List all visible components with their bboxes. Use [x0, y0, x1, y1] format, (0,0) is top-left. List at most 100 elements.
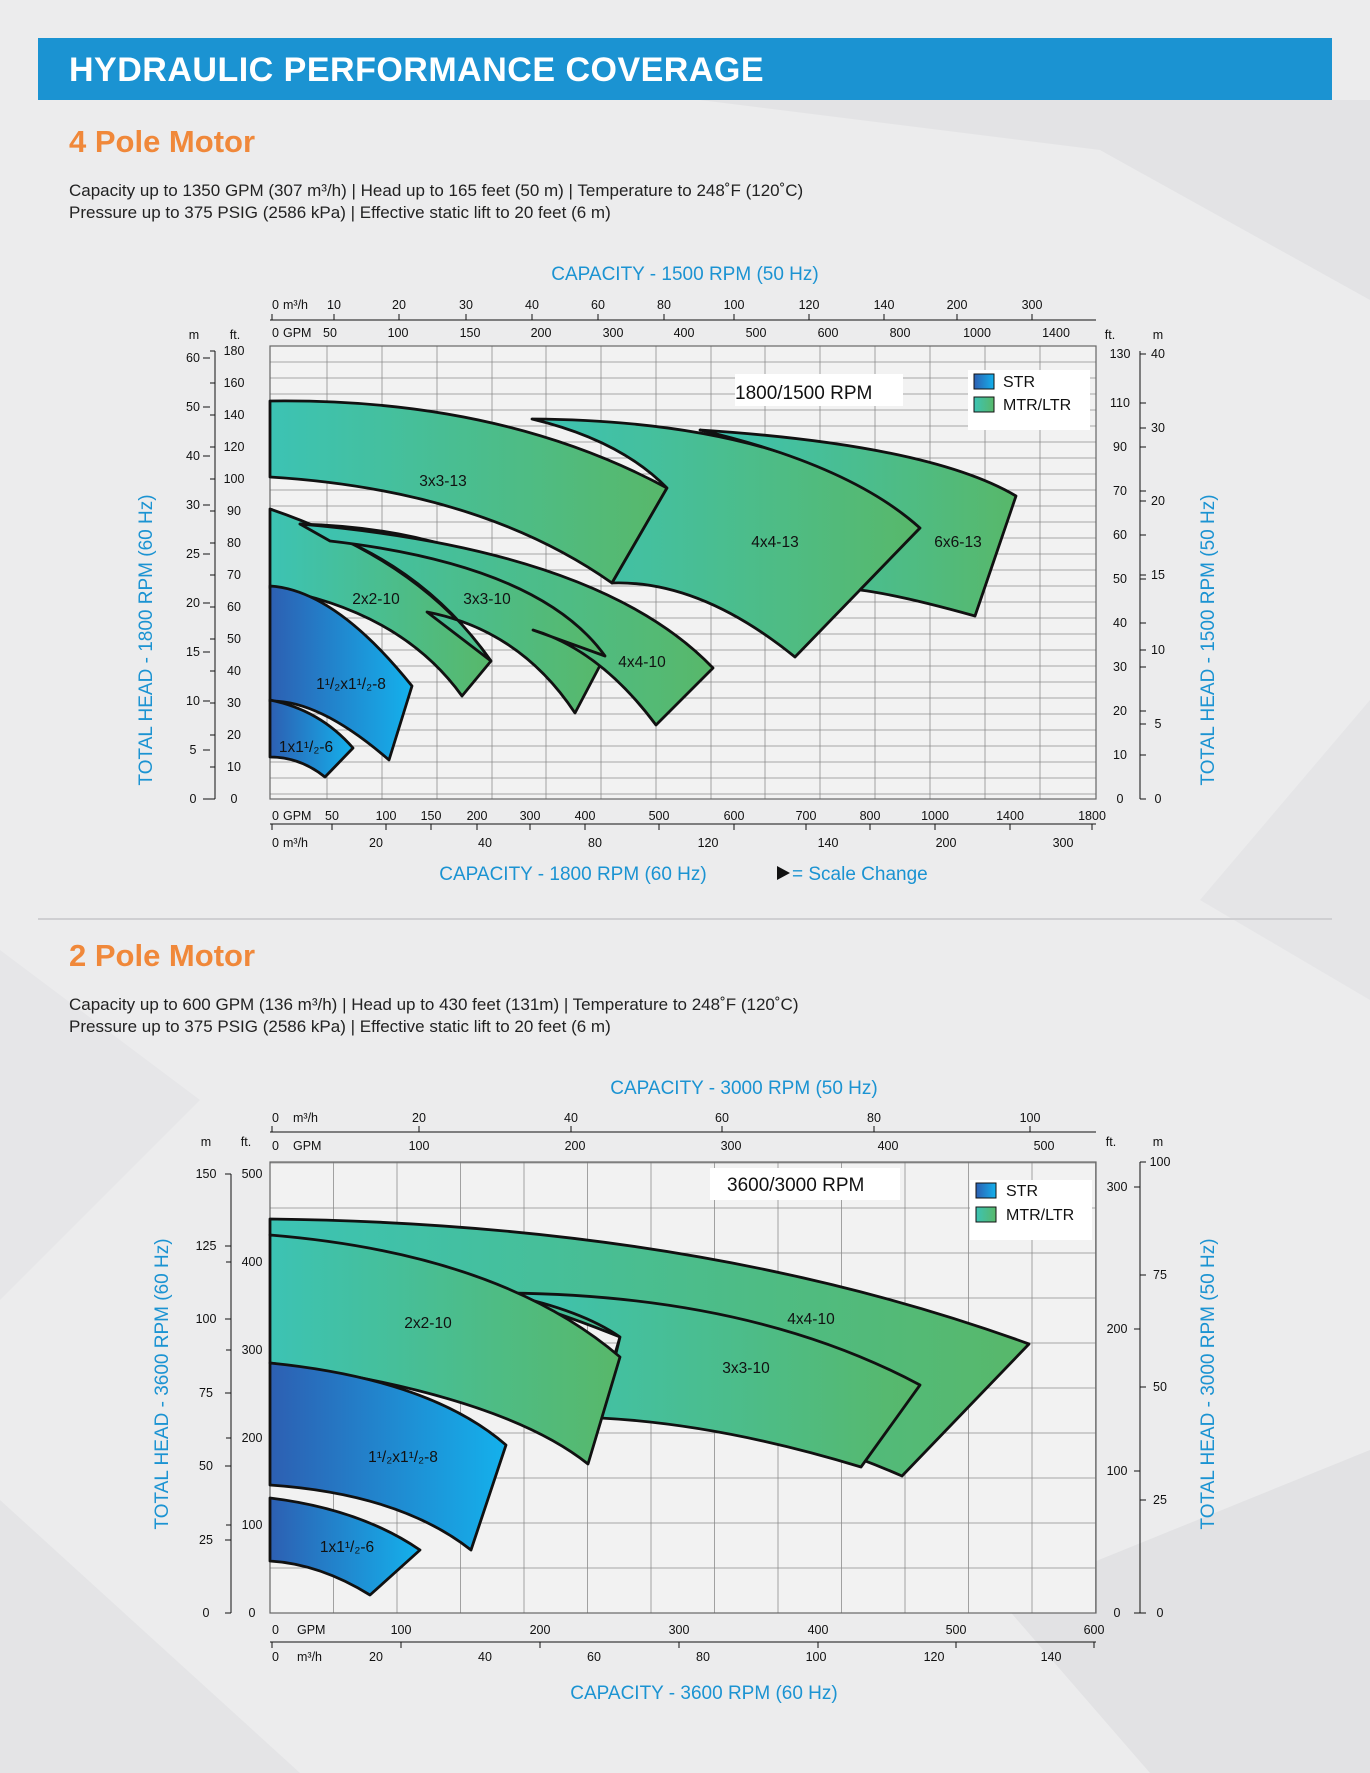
legend-label-mtr: MTR/LTR — [1006, 1207, 1074, 1224]
top-m3h-tick-label: 100 — [724, 298, 745, 312]
bottom-m3h-tick-label: 80 — [588, 836, 602, 850]
top-gpm-tick-label: 0 — [272, 1139, 279, 1153]
bottom-gpm-tick-label: 500 — [649, 809, 670, 823]
spec-line-1: Capacity up to 1350 GPM (307 m³/h) | Hea… — [69, 181, 804, 200]
top-m3h-unit: m³/h — [283, 298, 308, 312]
right-m-tick-label: 100 — [1150, 1155, 1171, 1169]
top-gpm-unit: GPM — [283, 326, 311, 340]
top-m3h-tick-label: 140 — [874, 298, 895, 312]
axes: 0100200300400500ft.0255075100125150m0100… — [196, 1111, 1171, 1664]
pump-label: 3x3-10 — [463, 591, 511, 608]
pump-label: 1x1¹/₂-6 — [279, 739, 333, 756]
pump-area-6x6-13: 6x6-13 — [698, 428, 1018, 618]
left-ft-tick-label: 20 — [227, 728, 241, 742]
left-ft-tick-label: 200 — [242, 1431, 263, 1445]
top-gpm-tick-label: 0 — [272, 326, 279, 340]
bottom-gpm-tick-label: 300 — [520, 809, 541, 823]
bottom-m3h-tick-label: 120 — [698, 836, 719, 850]
top-gpm-tick-label: 200 — [565, 1139, 586, 1153]
scale-change-note: = Scale Change — [777, 864, 928, 885]
bottom-m3h-tick-label: 60 — [587, 1650, 601, 1664]
bottom-axis-title: CAPACITY - 3600 RPM (60 Hz) — [570, 1683, 837, 1704]
right-m-tick-label: 25 — [1153, 1493, 1167, 1507]
top-gpm-tick-label: 300 — [603, 326, 624, 340]
pump-label: 4x4-10 — [618, 654, 666, 671]
bottom-m3h-tick-label: 40 — [478, 836, 492, 850]
top-gpm-tick-label: 1000 — [963, 326, 991, 340]
left-ft-tick-label: 400 — [242, 1255, 263, 1269]
left-m-tick-label: 10 — [186, 694, 200, 708]
right-m-tick-label: 40 — [1151, 347, 1165, 361]
scale-change-triangle-icon — [777, 866, 790, 880]
left-ft-tick-label: 140 — [224, 408, 245, 422]
bottom-m3h-tick-label: 80 — [696, 1650, 710, 1664]
rpm-label-bg — [710, 1168, 900, 1200]
pump-label: 1¹/₂x1¹/₂-8 — [316, 676, 386, 693]
pump-label: 2x2-10 — [352, 591, 400, 608]
left-ft-tick-label: 60 — [227, 600, 241, 614]
left-ft-tick-label: 100 — [224, 472, 245, 486]
right-axis-title: TOTAL HEAD - 1500 RPM (50 Hz) — [1198, 494, 1219, 785]
top-m3h-tick-label: 40 — [525, 298, 539, 312]
left-m-tick-label: 0 — [190, 792, 197, 806]
right-ft-tick-label: 70 — [1113, 484, 1127, 498]
spec-4-pole: Capacity up to 1350 GPM (307 m³/h) | Hea… — [69, 180, 803, 224]
right-m-tick-label: 10 — [1151, 643, 1165, 657]
bottom-gpm-unit: GPM — [297, 1623, 325, 1637]
bottom-gpm-tick-label: 100 — [376, 809, 397, 823]
legend-swatch-mtr — [975, 1206, 997, 1223]
right-ft-tick-label: 100 — [1107, 1464, 1128, 1478]
top-m3h-tick-label: 10 — [327, 298, 341, 312]
top-axis-title: CAPACITY - 3000 RPM (50 Hz) — [610, 1078, 877, 1099]
bottom-gpm-tick-label: 700 — [796, 809, 817, 823]
left-m-tick-label: 60 — [186, 351, 200, 365]
pump-region — [268, 1361, 508, 1552]
left-m-tick-label: 20 — [186, 596, 200, 610]
top-gpm-tick-label: 500 — [1034, 1139, 1055, 1153]
left-ft-tick-label: 70 — [227, 568, 241, 582]
right-m-tick-label: 0 — [1155, 792, 1162, 806]
pump-areas: 3x3-13 4x4-13 6x6-13 2x2-10 3x3-10 4x4-10 1¹/₂… — [268, 399, 1018, 779]
left-m-tick-label: 25 — [199, 1533, 213, 1547]
pump-label: 6x6-13 — [934, 534, 981, 551]
pump-region — [268, 1233, 622, 1466]
bottom-m3h-tick-label: 20 — [369, 1650, 383, 1664]
left-m-tick-label: 50 — [199, 1459, 213, 1473]
top-gpm-tick-label: 1400 — [1042, 326, 1070, 340]
pump-region — [530, 417, 922, 659]
left-ft-tick-label: 50 — [227, 632, 241, 646]
bottom-gpm-unit: GPM — [283, 809, 311, 823]
left-ft-tick-label: 0 — [249, 1606, 256, 1620]
left-ft-unit: ft. — [241, 1135, 251, 1149]
top-m3h-tick-label: 20 — [412, 1111, 426, 1125]
top-m3h-tick-label: 80 — [657, 298, 671, 312]
section-title-2-pole: 2 Pole Motor — [69, 938, 256, 973]
right-m-unit: m — [1153, 1135, 1163, 1149]
pump-area-1x1¹/₂-6: 1x1¹/₂-6 — [268, 698, 355, 779]
bottom-m3h-tick-label: 140 — [818, 836, 839, 850]
right-ft-tick-label: 10 — [1113, 748, 1127, 762]
top-gpm-tick-label: 300 — [721, 1139, 742, 1153]
left-ft-tick-label: 100 — [242, 1518, 263, 1532]
pump-area-4x4-10: 4x4-10 — [298, 522, 715, 727]
pump-area-1¹/₂x1¹/₂-8: 1¹/₂x1¹/₂-8 — [268, 584, 414, 762]
axes: 0102030405060708090100120140160180ft.051… — [186, 298, 1165, 850]
top-m3h-tick-label: 100 — [1020, 1111, 1041, 1125]
left-m-tick-label: 40 — [186, 449, 200, 463]
bottom-gpm-tick-label: 1000 — [921, 809, 949, 823]
bottom-gpm-tick-label: 400 — [808, 1623, 829, 1637]
left-m-tick-label: 75 — [199, 1386, 213, 1400]
bottom-gpm-tick-label: 800 — [860, 809, 881, 823]
pump-area-1¹/₂x1¹/₂-8: 1¹/₂x1¹/₂-8 — [268, 1361, 508, 1552]
left-ft-tick-label: 40 — [227, 664, 241, 678]
bottom-m3h-tick-label: 0 — [272, 836, 279, 850]
left-ft-tick-label: 0 — [231, 792, 238, 806]
pump-region — [498, 1291, 922, 1469]
left-m-unit: m — [201, 1135, 211, 1149]
left-m-tick-label: 0 — [203, 1606, 210, 1620]
bottom-m3h-tick-label: 0 — [272, 1650, 279, 1664]
bottom-gpm-tick-label: 1400 — [996, 809, 1024, 823]
top-gpm-tick-label: 50 — [323, 326, 337, 340]
bottom-m3h-unit: m³/h — [297, 1650, 322, 1664]
right-ft-tick-label: 200 — [1107, 1322, 1128, 1336]
